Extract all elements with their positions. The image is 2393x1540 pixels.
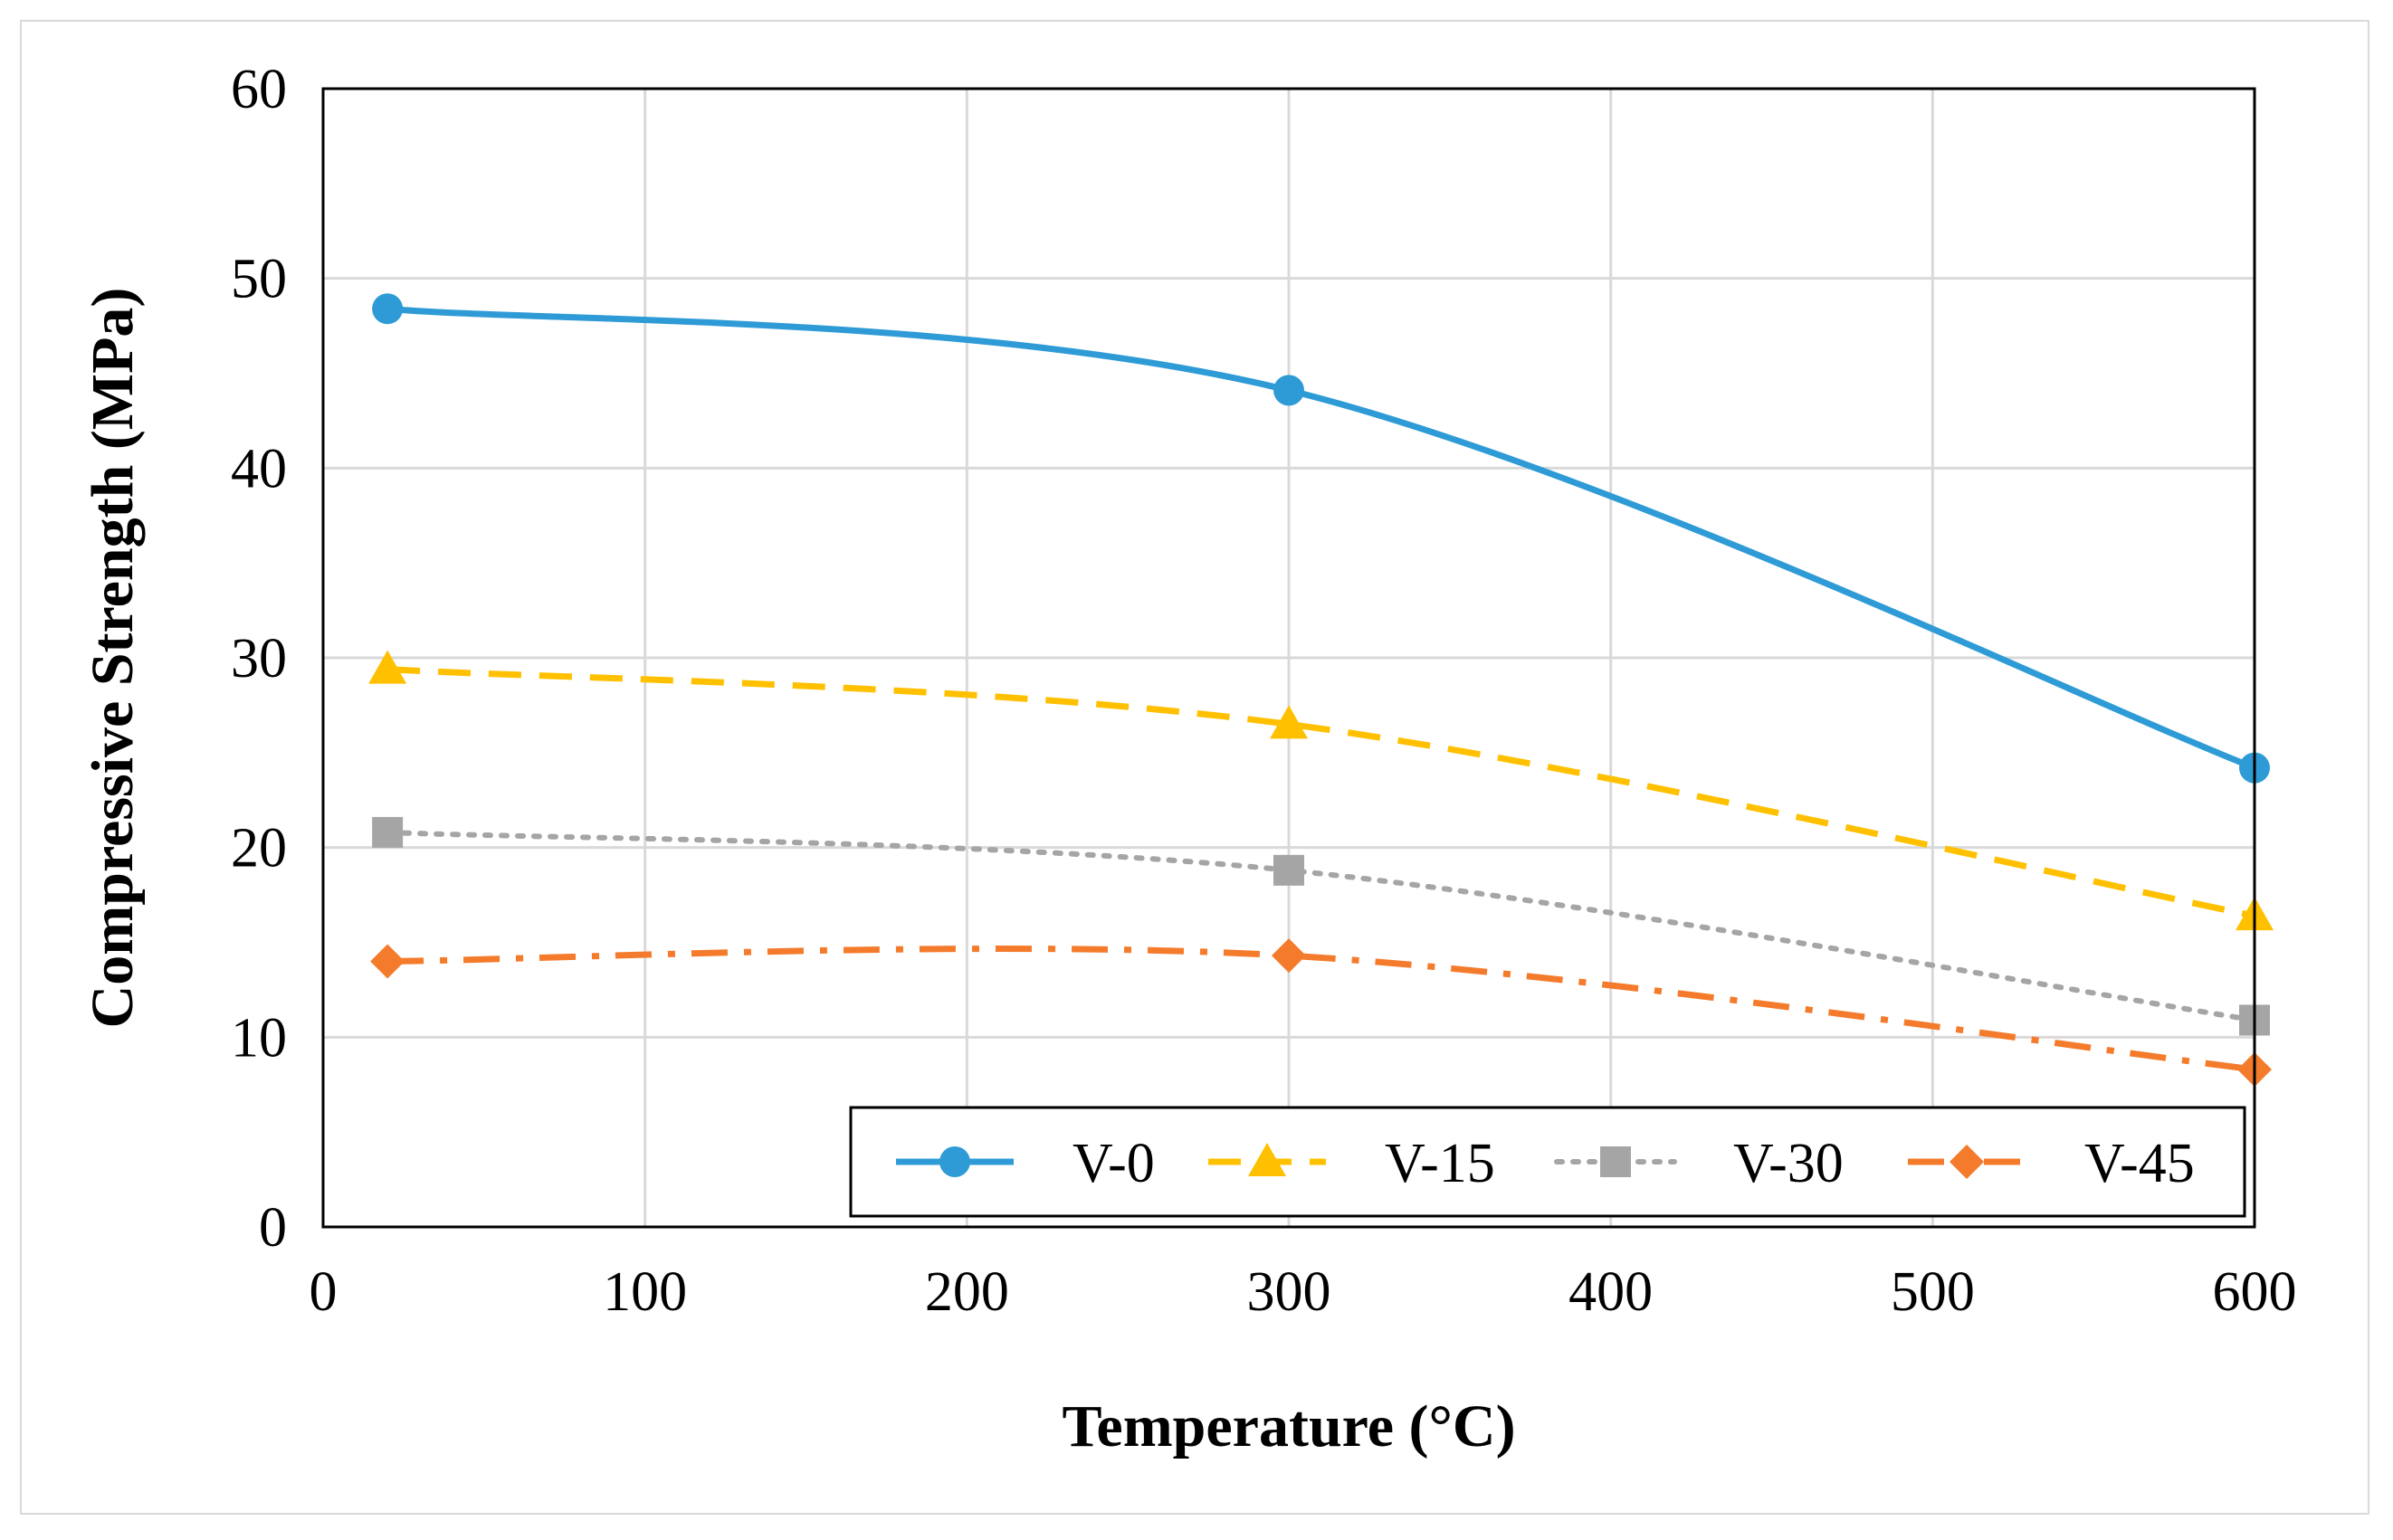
data-point-v-45	[370, 944, 405, 979]
x-tick-label: 400	[1568, 1261, 1653, 1323]
legend-marker-v-45	[1950, 1145, 1984, 1179]
y-tick-label: 30	[231, 628, 287, 689]
legend-label-v-45: V-45	[2084, 1133, 2195, 1194]
series-line-v-45	[387, 946, 2255, 1073]
legend-marker-v-30	[1600, 1146, 1631, 1177]
y-tick-label: 20	[231, 818, 287, 879]
data-point-v-0	[1273, 375, 1304, 406]
series-line-v-15	[386, 666, 2255, 919]
legend-label-v-15: V-15	[1385, 1133, 1495, 1194]
series-line-v-30	[385, 829, 2257, 1023]
series-group	[368, 293, 2274, 1087]
legend-box	[849, 1106, 2246, 1218]
y-axis-ticks: 0 10 20 30 40 50 60	[231, 59, 287, 1259]
legend-marker-v-15	[1248, 1143, 1286, 1176]
x-axis-ticks: 0 100 200 300 400 500 600	[310, 1261, 2297, 1323]
x-tick-label: 300	[1247, 1261, 1331, 1323]
x-tick-label: 0	[310, 1261, 338, 1323]
data-point-v-15	[1270, 705, 1308, 739]
y-tick-label: 60	[231, 59, 287, 120]
legend: V-0 V-15 V-30 V-45	[849, 1106, 2246, 1218]
y-axis-title: Compressive Strength (MPa)	[80, 288, 146, 1029]
gridlines	[323, 89, 2255, 1227]
data-point-v-30	[1273, 854, 1304, 886]
legend-label-v-0: V-0	[1073, 1133, 1155, 1194]
y-tick-label: 0	[259, 1197, 287, 1259]
y-tick-label: 50	[231, 249, 287, 310]
legend-label-v-30: V-30	[1733, 1133, 1844, 1194]
x-tick-label: 500	[1891, 1261, 1975, 1323]
y-tick-label: 10	[231, 1007, 287, 1069]
y-tick-label: 40	[231, 438, 287, 499]
plot-area-border	[321, 87, 2256, 1229]
data-point-v-0	[372, 293, 404, 325]
data-point-v-45	[1272, 938, 1306, 974]
x-axis-title: Temperature (°C)	[1062, 1393, 1515, 1459]
x-tick-label: 100	[603, 1261, 687, 1323]
x-tick-label: 600	[2213, 1261, 2297, 1323]
data-point-v-30	[372, 816, 404, 848]
x-tick-label: 200	[925, 1261, 1009, 1323]
legend-marker-v-0	[939, 1146, 970, 1177]
chart-frame	[20, 20, 2369, 1515]
series-line-v-0	[386, 305, 2256, 771]
data-point-v-15	[368, 650, 407, 684]
